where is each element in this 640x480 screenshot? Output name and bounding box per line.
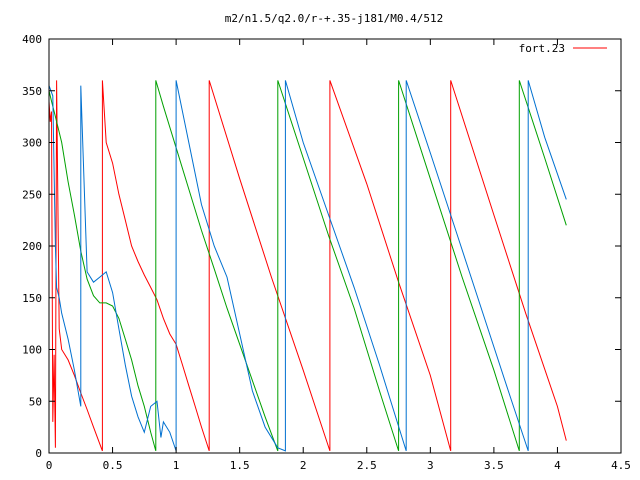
y-tick-label: 50: [29, 395, 42, 408]
y-tick-label: 400: [22, 33, 42, 46]
y-tick-label: 350: [22, 85, 42, 98]
series-line-2: [48, 80, 567, 452]
y-tick-label: 300: [22, 137, 42, 150]
y-tick-label: 250: [22, 188, 42, 201]
x-tick-label: 3.5: [484, 459, 504, 472]
x-tick-label: 2.5: [357, 459, 377, 472]
x-tick-label: 0.5: [103, 459, 123, 472]
y-tick-label: 150: [22, 292, 42, 305]
y-tick-label: 200: [22, 240, 42, 253]
ticks-layer: 0 0.5 1 1.5 2 2.5 3 3.5 4 4.5 0 50 100 150 200 250 300 35…: [22, 33, 631, 472]
x-tick-label: 0: [46, 459, 53, 472]
series-line-1: [48, 80, 567, 452]
chart-title: m2/n1.5/q2.0/r-+.35-j181/M0.4/512: [225, 12, 444, 25]
y-tick-label: 100: [22, 344, 42, 357]
x-tick-label: 1.5: [230, 459, 250, 472]
x-tick-label: 1: [173, 459, 180, 472]
x-tick-label: 4: [554, 459, 561, 472]
y-tick-label: 0: [35, 447, 42, 460]
legend-label: fort.23: [519, 42, 565, 55]
x-tick-label: 2: [300, 459, 307, 472]
x-tick-label: 3: [427, 459, 434, 472]
legend: fort.23: [519, 42, 607, 55]
x-tick-label: 4.5: [611, 459, 631, 472]
